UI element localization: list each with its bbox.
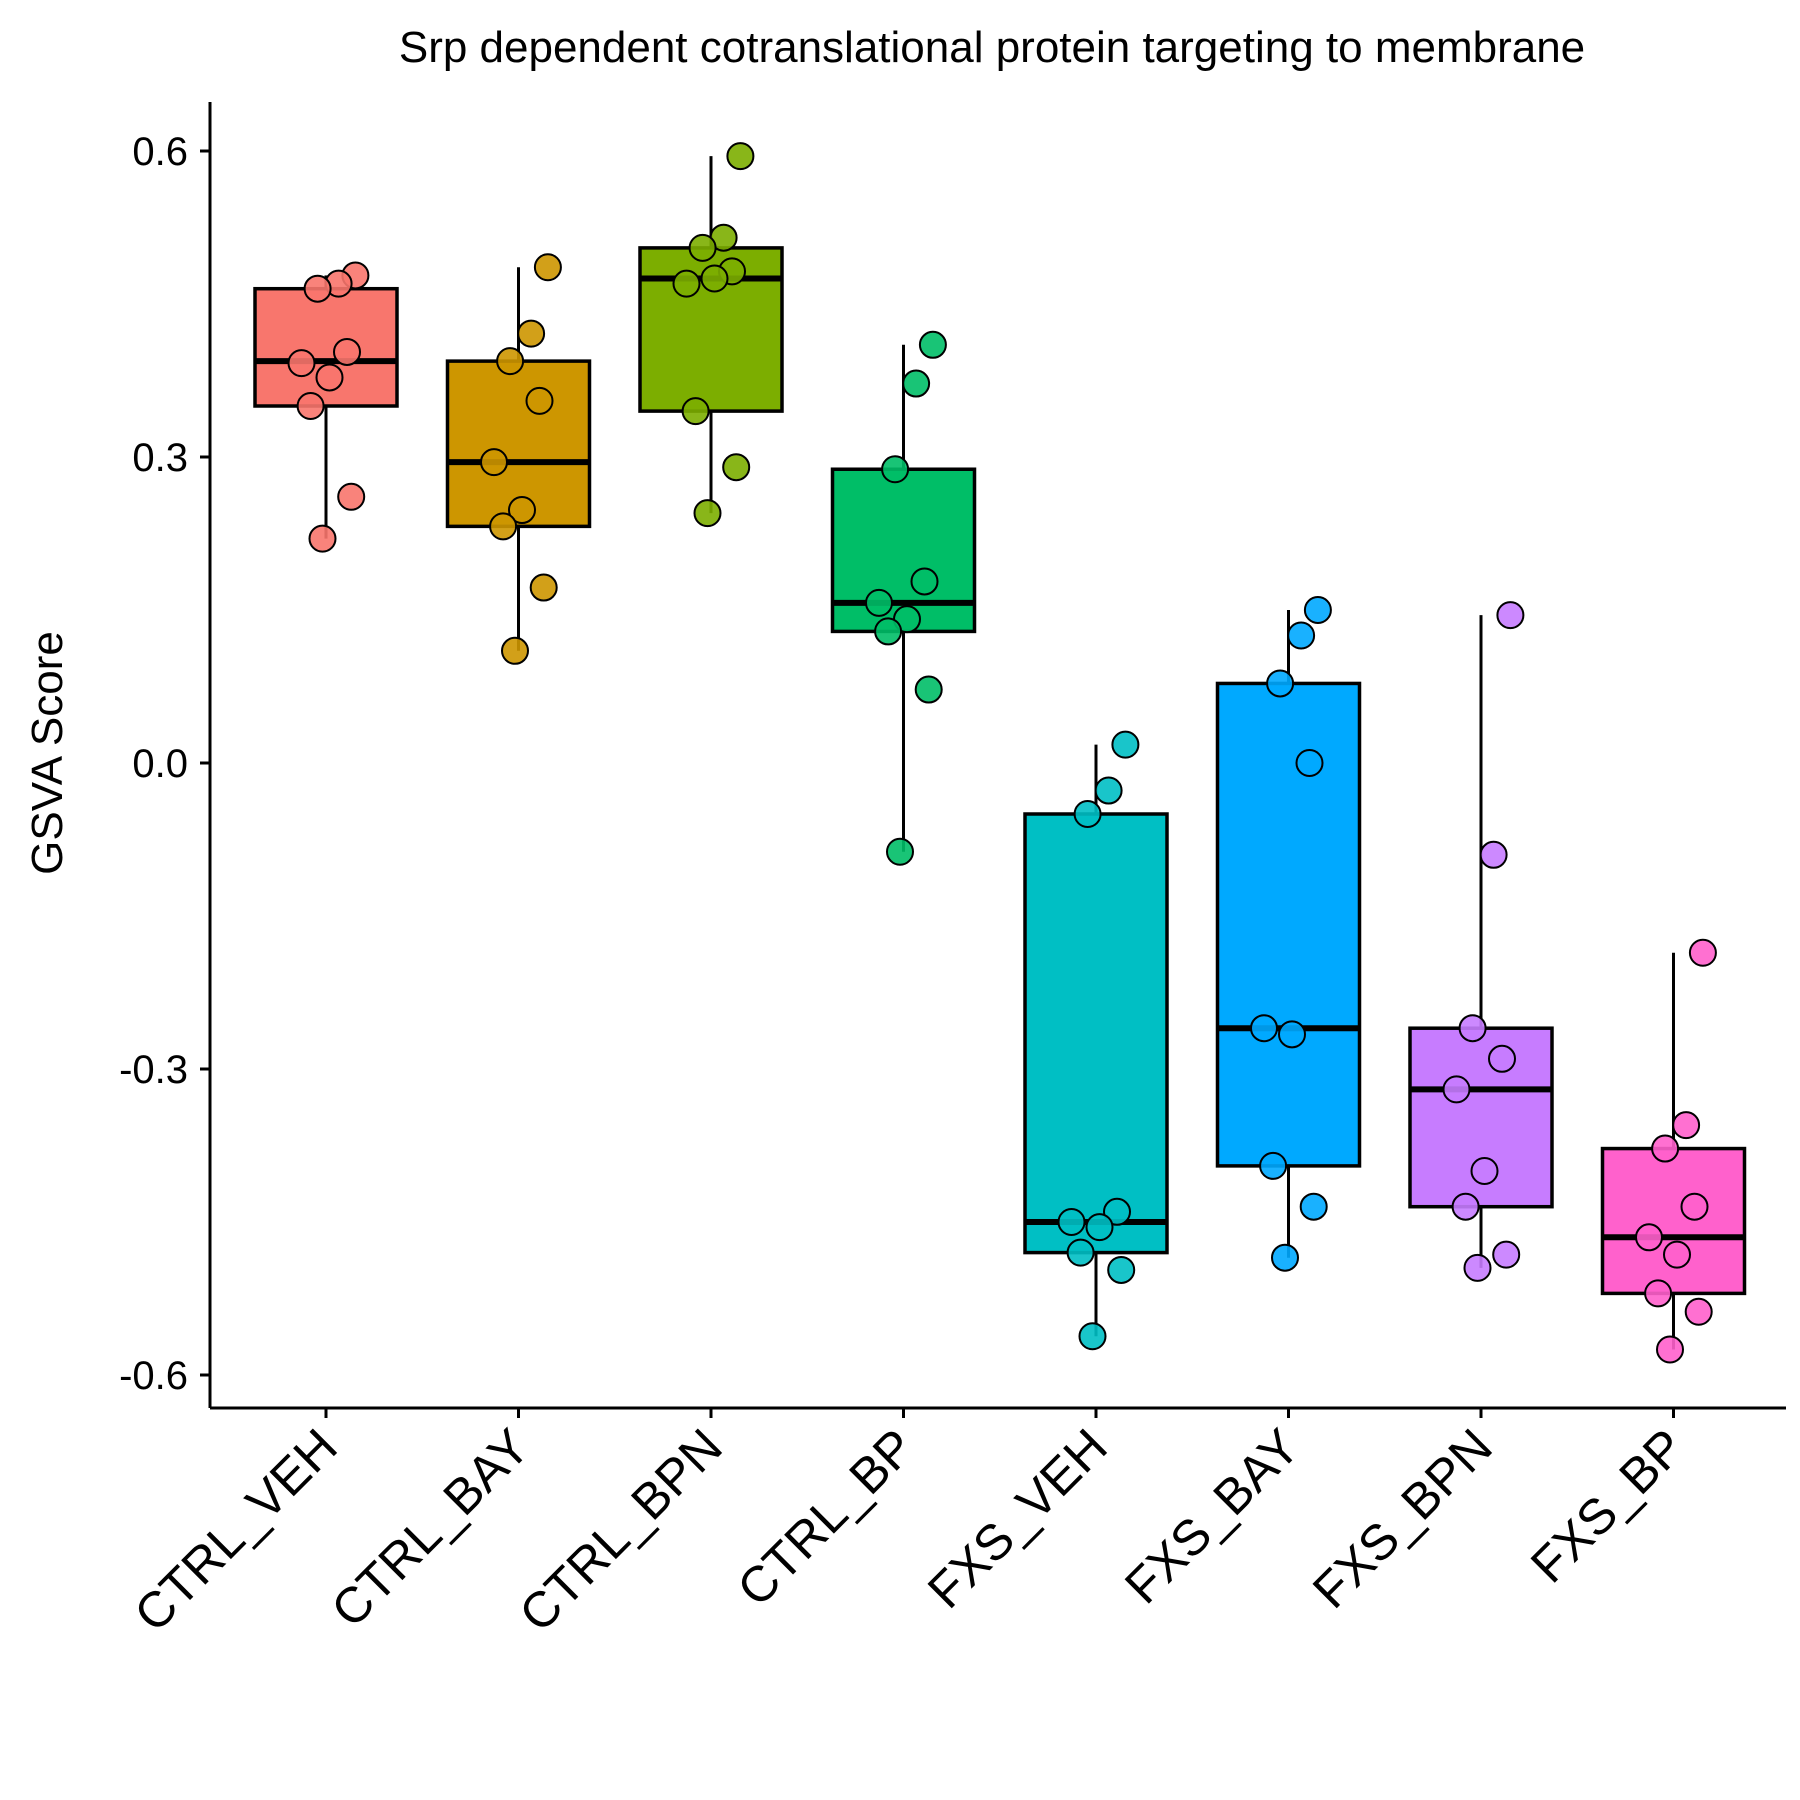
data-point: [1688, 938, 1717, 967]
x-tick-label: CTRL_BPN: [508, 1418, 732, 1642]
data-point: [303, 274, 332, 303]
x-tick-label: CTRL_BAY: [321, 1418, 541, 1638]
data-point: [501, 636, 529, 665]
data-point: [1463, 1253, 1492, 1282]
box-groups: [253, 142, 1747, 1364]
data-point: [700, 264, 729, 293]
y-tick-label: -0.6: [119, 1354, 188, 1398]
box-group-fxs-veh: [1023, 730, 1169, 1351]
y-tick-label: -0.3: [119, 1048, 188, 1092]
x-tick-label: FXS_BAY: [1114, 1418, 1310, 1614]
data-point: [1303, 596, 1332, 624]
data-point: [1103, 1197, 1131, 1226]
x-tick-label: FXS_BPN: [1302, 1418, 1503, 1619]
data-point: [337, 482, 366, 511]
data-point: [1635, 1223, 1663, 1252]
data-point: [902, 369, 931, 398]
data-point: [672, 269, 701, 298]
box-group-fxs-bay: [1215, 596, 1362, 1272]
x-tick-label: FXS_BP: [1520, 1418, 1695, 1593]
y-axis-label: GSVA Score: [23, 631, 72, 875]
data-point: [1644, 1279, 1673, 1308]
data-point: [296, 392, 325, 420]
data-point: [1488, 1044, 1516, 1073]
data-point: [1066, 1238, 1095, 1267]
data-point: [1107, 1255, 1136, 1284]
data-point: [1057, 1208, 1086, 1236]
x-tick-label: FXS_VEH: [917, 1418, 1118, 1619]
data-point: [1663, 1240, 1691, 1269]
data-point: [1073, 800, 1102, 828]
chart-title: Srp dependent cotranslational protein ta…: [399, 23, 1585, 72]
x-tick-label: CTRL_BP: [727, 1418, 926, 1617]
data-point: [489, 512, 518, 541]
data-point: [918, 330, 947, 359]
y-tick-label: 0.0: [132, 742, 188, 786]
box-iqr: [1215, 681, 1362, 1168]
y-axis-ticks: -0.6 -0.3 0.0 0.3 0.6: [119, 130, 210, 1398]
box-group-fxs-bp: [1600, 938, 1747, 1364]
box-group-ctrl-bpn: [638, 142, 784, 528]
data-point: [315, 363, 344, 392]
data-point: [1278, 1020, 1306, 1049]
data-point: [1492, 1240, 1521, 1269]
data-point: [1470, 1157, 1499, 1185]
data-point: [308, 524, 337, 553]
data-point: [910, 567, 939, 596]
data-point: [1442, 1075, 1471, 1104]
data-point: [1295, 749, 1324, 777]
box-group-ctrl-veh: [253, 261, 399, 553]
data-point: [874, 617, 903, 646]
data-point: [1078, 1322, 1107, 1351]
data-point: [480, 448, 508, 477]
y-tick-label: 0.6: [132, 130, 188, 174]
data-point: [333, 337, 361, 366]
data-point: [1259, 1151, 1288, 1180]
data-point: [693, 499, 722, 528]
data-point: [726, 142, 755, 171]
data-point: [688, 233, 717, 262]
box-group-ctrl-bay: [445, 253, 592, 665]
data-point: [533, 253, 562, 282]
data-point: [1684, 1297, 1713, 1326]
data-point: [287, 349, 316, 378]
data-point: [886, 837, 914, 866]
data-point: [914, 675, 943, 704]
data-point: [1451, 1192, 1480, 1221]
data-point: [1111, 730, 1140, 759]
data-point: [1656, 1335, 1684, 1364]
data-point: [1479, 840, 1508, 869]
data-point: [1085, 1213, 1114, 1242]
data-point: [881, 455, 910, 484]
data-point: [1672, 1111, 1701, 1140]
data-point: [1651, 1134, 1680, 1163]
x-axis-ticks: CTRL_VEHCTRL_BAYCTRL_BPNCTRL_BPFXS_VEHFX…: [123, 1408, 1695, 1642]
data-point: [1250, 1014, 1278, 1043]
x-tick-label: CTRL_VEH: [123, 1418, 347, 1642]
box-group-ctrl-bp: [830, 330, 977, 866]
data-point: [681, 397, 710, 426]
box-iqr: [1600, 1146, 1747, 1296]
y-tick-label: 0.3: [132, 436, 188, 480]
data-point: [1266, 669, 1295, 698]
data-point: [1094, 776, 1123, 805]
data-point: [1680, 1192, 1709, 1221]
data-point: [525, 386, 554, 415]
data-point: [496, 347, 525, 376]
data-point: [1458, 1014, 1487, 1043]
data-point: [1271, 1243, 1299, 1272]
box-iqr: [1023, 812, 1169, 1255]
box-group-fxs-bpn: [1408, 601, 1554, 1282]
data-point: [1299, 1192, 1328, 1221]
data-point: [722, 453, 751, 482]
data-point: [529, 573, 558, 602]
data-point: [1287, 621, 1316, 650]
data-point: [865, 588, 893, 617]
data-point: [508, 496, 536, 525]
data-point: [1496, 601, 1525, 630]
data-point: [517, 319, 546, 348]
